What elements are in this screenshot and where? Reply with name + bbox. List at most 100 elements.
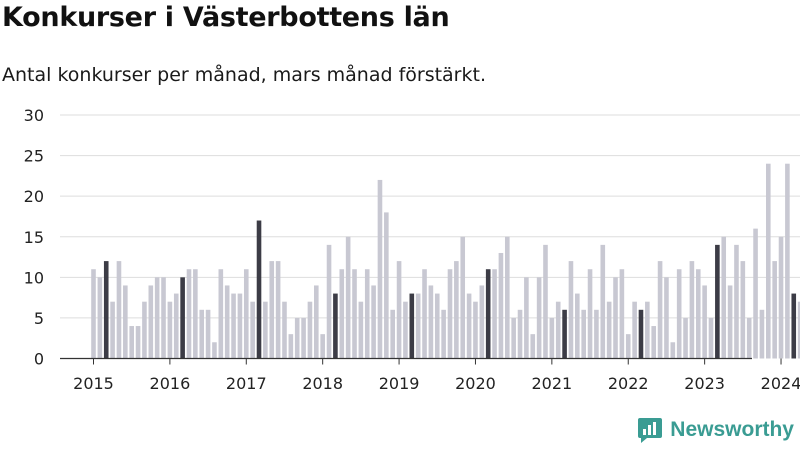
bar: [364, 269, 370, 359]
bar: [479, 285, 485, 359]
bar: [657, 261, 663, 359]
bar: [454, 261, 459, 359]
bar: [135, 326, 141, 359]
bar: [473, 301, 478, 359]
bar: [91, 269, 96, 359]
bar: [441, 309, 446, 359]
y-tick-label: 15: [24, 228, 44, 247]
x-tick-label: 2018: [302, 374, 343, 393]
bar: [142, 301, 147, 359]
bar: [288, 334, 294, 359]
bar: [231, 293, 236, 359]
bar: [224, 285, 230, 359]
bar: [384, 212, 389, 359]
bar: [651, 326, 657, 359]
bar: [294, 317, 300, 359]
bar: [632, 301, 637, 359]
brand-logo[interactable]: Newsworthy: [637, 416, 794, 444]
y-tick-label: 10: [24, 268, 44, 287]
bar: [320, 334, 325, 359]
x-tick-label: 2020: [455, 374, 496, 393]
bar: [116, 261, 122, 359]
bar: [186, 269, 192, 359]
bar: [193, 269, 198, 359]
bar: [715, 244, 720, 359]
bar: [460, 236, 466, 359]
bar: [511, 317, 516, 359]
bar: [447, 269, 453, 359]
bar: [243, 269, 249, 359]
bar: [123, 285, 128, 359]
bar: [212, 342, 217, 359]
y-tick-label: 30: [24, 106, 44, 125]
bar: [689, 261, 695, 359]
bar: [205, 309, 211, 359]
x-tick-label: 2023: [684, 374, 725, 393]
chart-subtitle: Antal konkurser per månad, mars månad fö…: [2, 64, 486, 86]
x-tick-label: 2017: [226, 374, 267, 393]
bar: [301, 317, 306, 359]
bar: [746, 317, 752, 359]
bar: [199, 309, 205, 359]
bar: [434, 293, 440, 359]
bar: [587, 269, 593, 359]
bar: [606, 301, 612, 359]
bar: [377, 179, 383, 359]
bar: [797, 301, 800, 359]
bar: [549, 317, 555, 359]
bar: [129, 326, 134, 359]
bar: [562, 309, 567, 359]
bar: [326, 244, 332, 359]
bar: [466, 293, 472, 359]
bar: [645, 301, 650, 359]
bar: [154, 277, 160, 359]
bar: [237, 293, 243, 359]
x-tick-label: 2022: [608, 374, 649, 393]
bar: [543, 244, 548, 359]
bar: [721, 236, 727, 359]
bar: [683, 317, 688, 359]
bar: [753, 228, 758, 359]
bar: [218, 269, 224, 359]
bar: [670, 342, 676, 359]
bar: [314, 285, 319, 359]
bar: [581, 309, 586, 359]
x-tick-label: 2016: [150, 374, 191, 393]
bar: [275, 261, 281, 359]
bar: [167, 301, 173, 359]
bar: [676, 269, 682, 359]
bar: [422, 269, 427, 359]
bar: [575, 293, 580, 359]
bar: [333, 293, 338, 359]
bar: [517, 309, 523, 359]
bar: [555, 301, 561, 359]
bar: [485, 269, 491, 359]
bar: [536, 277, 542, 359]
bar: [600, 244, 606, 359]
bar: [492, 269, 497, 359]
bar: [409, 293, 415, 359]
bar: [173, 293, 179, 359]
bar: [734, 244, 739, 359]
x-tick-label: 2024: [761, 374, 800, 393]
bar: [103, 261, 109, 359]
bar: [428, 285, 434, 359]
bar: [269, 261, 275, 359]
bar: [180, 277, 185, 359]
bar: [148, 285, 154, 359]
x-tick-label: 2021: [531, 374, 572, 393]
bar: [504, 236, 510, 359]
y-tick-label: 25: [24, 147, 44, 166]
bar: [727, 285, 733, 359]
bar: [524, 277, 529, 359]
x-tick-label: 2019: [379, 374, 420, 393]
bar: [594, 309, 599, 359]
bar: [778, 236, 784, 359]
bar: [161, 277, 166, 359]
brand-name: Newsworthy: [670, 418, 794, 441]
bar: [638, 309, 644, 359]
bar: [282, 301, 287, 359]
x-tick-label: 2015: [73, 374, 114, 393]
bar: [664, 277, 669, 359]
bar: [702, 285, 707, 359]
